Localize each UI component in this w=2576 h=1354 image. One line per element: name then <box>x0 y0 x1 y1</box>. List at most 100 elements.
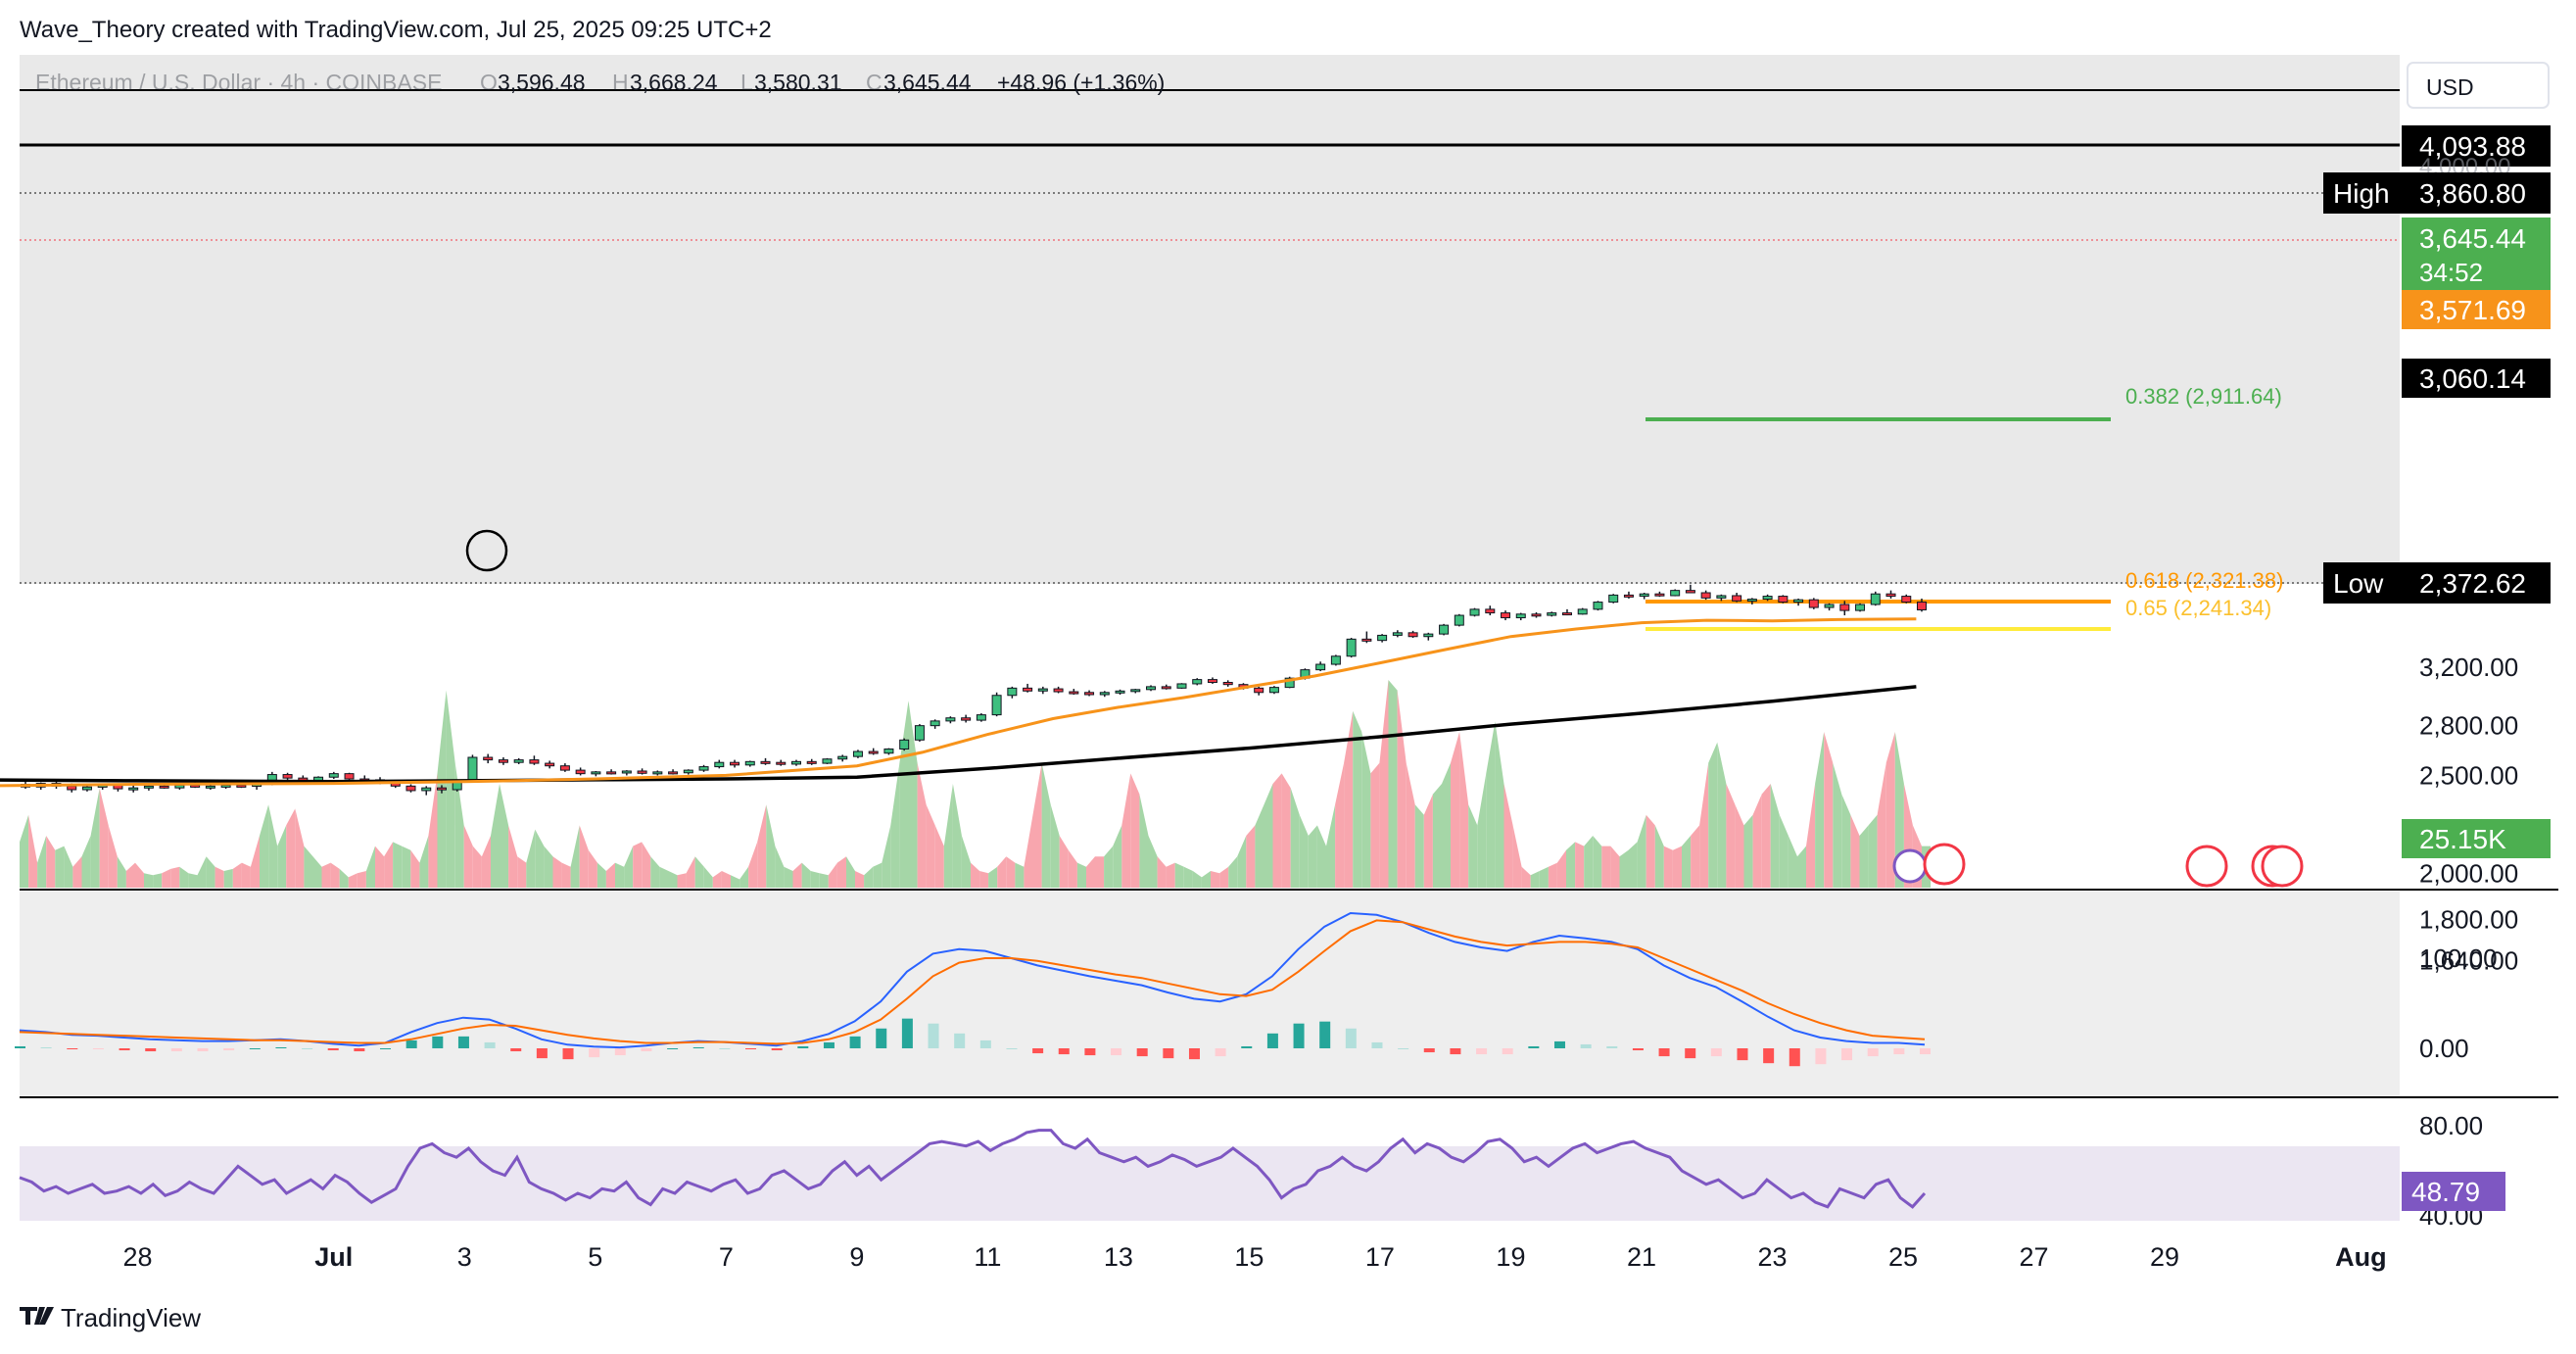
candle-up <box>744 760 755 766</box>
price-scale[interactable]: 3,200.002,800.002,500.002,200.002,000.00… <box>2419 653 2518 976</box>
volume-bar <box>28 814 38 888</box>
time-axis[interactable] <box>20 1227 2400 1283</box>
candle-down <box>559 765 570 771</box>
currency-button[interactable]: USD <box>2407 62 2550 109</box>
macd-histogram-bar <box>1815 1048 1827 1065</box>
macd-histogram-bar <box>1058 1048 1070 1055</box>
volume-bar <box>410 849 420 888</box>
volume-bar <box>1850 814 1860 888</box>
macd-histogram-bar <box>457 1036 469 1048</box>
volume-bar <box>1628 842 1638 888</box>
volume-bar <box>268 804 278 888</box>
volume-bar <box>72 856 82 888</box>
candle-down <box>1839 604 1850 611</box>
macd-histogram-bar <box>1398 1048 1409 1049</box>
us-flag-icon[interactable] <box>2185 845 2228 888</box>
rsi-tick: 80.00 <box>2419 1111 2483 1140</box>
volume-bar <box>748 842 758 888</box>
symbol-legend[interactable]: Ethereum / U.S. Dollar · 4h · COINBASE O… <box>35 70 1165 95</box>
volume-bar <box>836 856 846 888</box>
svg-text:USD: USD <box>2426 74 2474 100</box>
us-flag-icon[interactable] <box>1923 843 1966 886</box>
symbol-name[interactable]: Ethereum / U.S. Dollar · 4h · COINBASE <box>35 70 442 95</box>
volume-bar <box>703 866 713 888</box>
price-tick: 1,640.00 <box>2419 945 2518 975</box>
macd-histogram-bar <box>876 1028 887 1048</box>
volume-bar <box>1788 836 1797 888</box>
volume-bar <box>46 836 56 888</box>
candle-up <box>1099 692 1110 696</box>
volume-bar <box>1148 836 1158 888</box>
ema-cross-marker[interactable] <box>465 529 508 572</box>
candle-down <box>1407 632 1418 638</box>
volume-bar <box>810 871 820 888</box>
volume-bar <box>775 846 785 888</box>
tradingview-logo-icon <box>20 1307 54 1325</box>
volume-bar <box>500 784 509 888</box>
ema50-line[interactable] <box>0 617 1917 788</box>
volume-bar <box>357 871 366 888</box>
fib-618-label: 0.618 (2,321.38) <box>2125 568 2283 593</box>
volume-bar <box>846 856 855 888</box>
candle-up <box>652 771 663 775</box>
macd-histogram-bar <box>1737 1048 1748 1061</box>
volume-bar <box>1682 836 1692 888</box>
macd-histogram-bar <box>1423 1048 1435 1053</box>
macd-histogram-bar <box>1553 1040 1565 1048</box>
volume-bar <box>579 825 589 888</box>
volume-bar <box>1859 825 1869 888</box>
volume-bar <box>1281 773 1291 888</box>
macd-histogram-bar <box>1893 1048 1905 1055</box>
volume-bar <box>117 856 126 888</box>
candle-down <box>776 761 787 765</box>
candle-down <box>575 769 586 775</box>
rsi-line[interactable] <box>19 1129 1927 1209</box>
macd-histogram-bar <box>1710 1048 1722 1057</box>
candle-up <box>1146 686 1157 691</box>
candle-down <box>1885 593 1896 598</box>
volume-bar <box>1512 825 1522 888</box>
volume-bar <box>1806 784 1816 888</box>
candle-up <box>621 770 632 774</box>
volume-bar <box>588 849 597 888</box>
volume-bar <box>472 846 482 888</box>
candle-up <box>1176 683 1187 689</box>
macd-pane[interactable] <box>20 892 2400 1097</box>
volume-bar <box>1646 814 1655 888</box>
macd-histogram-bar <box>771 1048 783 1051</box>
volume-bar <box>668 871 678 888</box>
macd-histogram-bar <box>405 1040 417 1048</box>
macd-histogram-bar <box>823 1041 835 1048</box>
volume-bar <box>721 871 731 888</box>
tradingview-logo[interactable]: TradingView <box>20 1303 201 1332</box>
volume-bar <box>1174 862 1184 888</box>
candle-down <box>1778 596 1789 604</box>
events-row[interactable] <box>1892 843 2304 888</box>
svg-text:3,571.69: 3,571.69 <box>2419 295 2526 325</box>
volume-bar <box>179 866 189 888</box>
svg-text:34:52: 34:52 <box>2419 258 2483 287</box>
macd-histogram-bar <box>1606 1045 1618 1048</box>
volume-bar <box>1370 762 1380 888</box>
high-tag: High 3,860.80 <box>2323 172 2551 214</box>
volume-bar <box>1299 814 1309 888</box>
volume-bar <box>686 856 695 888</box>
macd-line[interactable] <box>19 911 1926 1049</box>
volume-bar <box>1308 825 1317 888</box>
volume-bar <box>1797 846 1806 888</box>
candle-up <box>1192 679 1203 685</box>
volume-bar <box>1637 814 1646 888</box>
candle-down <box>1531 613 1542 617</box>
us-flag-icon[interactable] <box>2261 845 2304 888</box>
time-scale[interactable]: 28 Jul 3 5 7 9 11 13 15 17 19 21 23 25 27 29 Aug <box>122 1242 2386 1272</box>
macd-histogram-bar <box>1319 1021 1331 1048</box>
event-star-icon[interactable] <box>1892 848 1928 884</box>
time-tick: Jul <box>314 1242 353 1272</box>
time-tick: 3 <box>457 1242 472 1272</box>
macd-signal-line[interactable] <box>19 919 1926 1045</box>
candle-down <box>1222 682 1233 686</box>
candle-down <box>1901 596 1912 604</box>
candle-up <box>1577 608 1588 615</box>
candle-down <box>1084 692 1095 696</box>
